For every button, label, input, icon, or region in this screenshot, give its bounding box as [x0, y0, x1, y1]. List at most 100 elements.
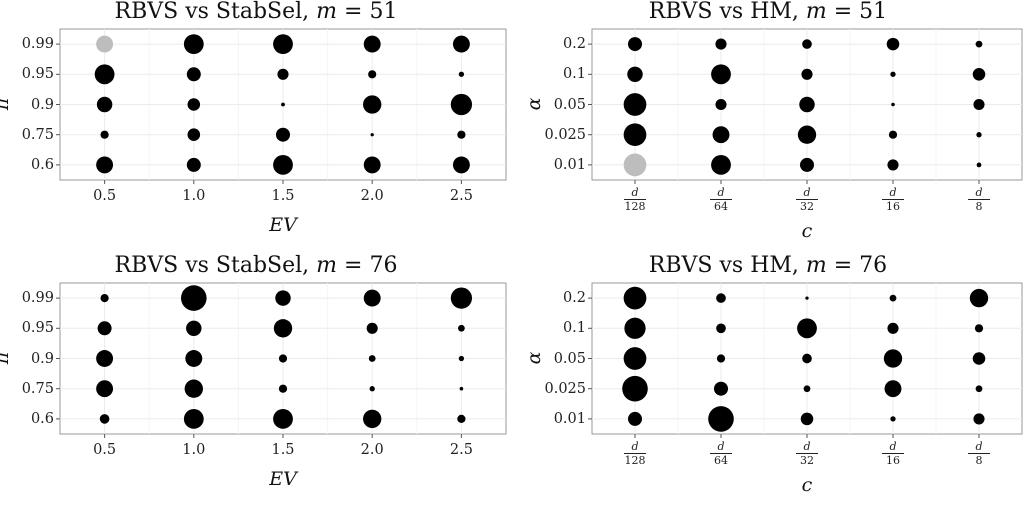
- data-point: [975, 40, 983, 48]
- data-point: [183, 34, 204, 54]
- data-point: [363, 35, 381, 53]
- plot-area: [588, 28, 1023, 184]
- data-point: [276, 127, 290, 142]
- y-tick-label: 0.025: [544, 380, 586, 397]
- data-point: [187, 128, 201, 141]
- data-point: [714, 381, 728, 396]
- x-tick-label: d 64: [701, 441, 741, 466]
- data-point: [457, 130, 466, 139]
- data-point: [797, 318, 817, 339]
- x-tick-label: 2.5: [449, 442, 473, 458]
- data-point: [99, 414, 110, 424]
- data-point: [887, 159, 899, 171]
- data-point: [186, 320, 202, 337]
- data-point: [623, 93, 647, 116]
- data-point: [363, 289, 381, 307]
- x-tick-label: 1.5: [271, 442, 295, 458]
- y-tick-label: 0.99: [21, 290, 54, 307]
- data-point: [184, 379, 203, 398]
- data-point: [715, 98, 727, 111]
- data-point: [96, 350, 114, 367]
- data-point: [185, 350, 203, 367]
- x-axis-label: EV: [269, 214, 297, 236]
- data-point: [181, 285, 207, 311]
- y-tick-label: 0.95: [21, 66, 54, 83]
- chart-title: RBVS vs HM, m = 76: [648, 253, 888, 278]
- y-tick-label: 0.99: [21, 36, 54, 53]
- data-point: [278, 384, 288, 393]
- data-point: [96, 96, 113, 113]
- x-tick-label: d 16: [873, 187, 913, 212]
- data-point: [974, 324, 984, 333]
- y-tick-label: 0.2: [562, 290, 586, 307]
- data-point: [96, 380, 114, 398]
- data-point: [976, 132, 982, 138]
- data-point: [94, 64, 115, 85]
- data-point: [278, 354, 288, 363]
- data-point: [973, 98, 985, 111]
- data-point: [186, 157, 201, 172]
- data-point: [797, 125, 817, 144]
- data-point: [363, 95, 382, 114]
- data-point: [972, 352, 986, 365]
- x-tick-label: 0.5: [93, 442, 117, 458]
- data-point: [368, 355, 376, 362]
- y-tick-label: 0.75: [21, 126, 54, 143]
- data-point: [715, 38, 727, 50]
- chart-panel-hm-m51: RBVS vs HM, m = 51 α c 0.01 0.025 0.05 0.1 0…: [512, 0, 1024, 254]
- data-point: [458, 71, 465, 77]
- data-point: [187, 98, 201, 111]
- x-tick-label: 0.5: [93, 188, 117, 204]
- chart-panel-stabsel-m51: RBVS vs StabSel, m = 51 π EV 0.60.750.90…: [0, 0, 512, 254]
- data-point: [973, 413, 985, 425]
- data-point: [708, 406, 734, 432]
- x-tick-label: d 64: [701, 187, 741, 212]
- data-point: [458, 355, 465, 362]
- x-tick-label: 1.0: [182, 188, 206, 204]
- data-point: [716, 354, 726, 363]
- y-tick-label: 0.01: [553, 410, 586, 427]
- data-point: [805, 296, 809, 300]
- data-point: [712, 126, 730, 144]
- data-point: [802, 353, 812, 364]
- y-tick-label: 0.6: [30, 156, 54, 173]
- data-point: [273, 155, 293, 175]
- x-axis-label: c: [801, 220, 813, 242]
- y-tick-label: 0.95: [21, 320, 54, 337]
- data-point: [363, 156, 381, 174]
- x-tick-label: 2.5: [449, 188, 473, 204]
- data-point: [458, 324, 465, 332]
- y-tick-label: 0.05: [553, 350, 586, 367]
- plot-area: [56, 282, 507, 438]
- x-tick-label: 1.5: [271, 188, 295, 204]
- x-tick-label: 2.0: [360, 188, 384, 204]
- data-point: [623, 123, 647, 147]
- data-point: [452, 35, 470, 53]
- data-point: [627, 66, 643, 83]
- plot-area: [56, 28, 507, 184]
- x-tick-label: 2.0: [360, 442, 384, 458]
- data-point: [457, 414, 466, 423]
- chart-title: RBVS vs StabSel, m = 76: [114, 253, 398, 278]
- plot-area: [588, 282, 1023, 438]
- data-point: [884, 380, 902, 398]
- data-point: [96, 156, 114, 174]
- data-point: [802, 39, 812, 49]
- data-point: [183, 409, 204, 429]
- y-tick-label: 0.1: [562, 320, 586, 337]
- data-point: [100, 294, 109, 303]
- y-tick-label: 0.1: [562, 66, 586, 83]
- data-point: [277, 68, 289, 80]
- chart-title: RBVS vs HM, m = 51: [648, 0, 888, 24]
- data-point: [273, 319, 293, 338]
- data-point: [281, 102, 285, 107]
- data-point: [363, 409, 382, 429]
- data-point: [623, 153, 647, 177]
- data-point: [623, 347, 647, 370]
- data-point: [97, 321, 112, 336]
- data-point: [452, 156, 470, 174]
- chart-panel-stabsel-m76: RBVS vs StabSel, m = 76 π EV 0.60.750.90…: [0, 253, 512, 508]
- y-tick-label: 0.01: [553, 156, 586, 173]
- data-point: [624, 317, 646, 339]
